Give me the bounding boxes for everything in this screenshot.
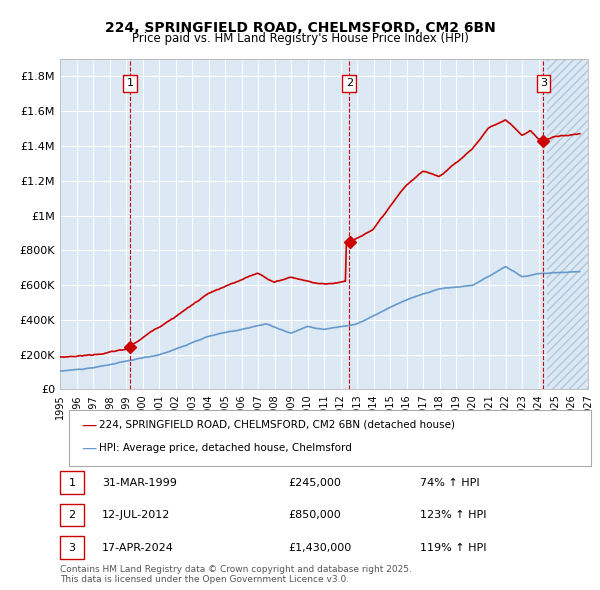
Text: £850,000: £850,000 (288, 510, 341, 520)
Text: 123% ↑ HPI: 123% ↑ HPI (420, 510, 487, 520)
Text: 17-APR-2024: 17-APR-2024 (102, 543, 174, 552)
Text: 1: 1 (68, 478, 76, 487)
Text: 74% ↑ HPI: 74% ↑ HPI (420, 478, 479, 487)
Text: 3: 3 (540, 78, 547, 88)
Text: £1,430,000: £1,430,000 (288, 543, 351, 552)
Text: —: — (81, 441, 96, 456)
Text: 1: 1 (127, 78, 134, 88)
Text: 12-JUL-2012: 12-JUL-2012 (102, 510, 170, 520)
Text: £245,000: £245,000 (288, 478, 341, 487)
Text: Price paid vs. HM Land Registry's House Price Index (HPI): Price paid vs. HM Land Registry's House … (131, 32, 469, 45)
Text: 2: 2 (346, 78, 353, 88)
Text: 2: 2 (68, 510, 76, 520)
Text: —: — (81, 417, 96, 432)
Text: Contains HM Land Registry data © Crown copyright and database right 2025.
This d: Contains HM Land Registry data © Crown c… (60, 565, 412, 584)
Text: 119% ↑ HPI: 119% ↑ HPI (420, 543, 487, 552)
Text: 3: 3 (68, 543, 76, 552)
Text: 31-MAR-1999: 31-MAR-1999 (102, 478, 177, 487)
Text: 224, SPRINGFIELD ROAD, CHELMSFORD, CM2 6BN (detached house): 224, SPRINGFIELD ROAD, CHELMSFORD, CM2 6… (99, 420, 455, 430)
Text: 224, SPRINGFIELD ROAD, CHELMSFORD, CM2 6BN: 224, SPRINGFIELD ROAD, CHELMSFORD, CM2 6… (104, 21, 496, 35)
Text: HPI: Average price, detached house, Chelmsford: HPI: Average price, detached house, Chel… (99, 444, 352, 453)
